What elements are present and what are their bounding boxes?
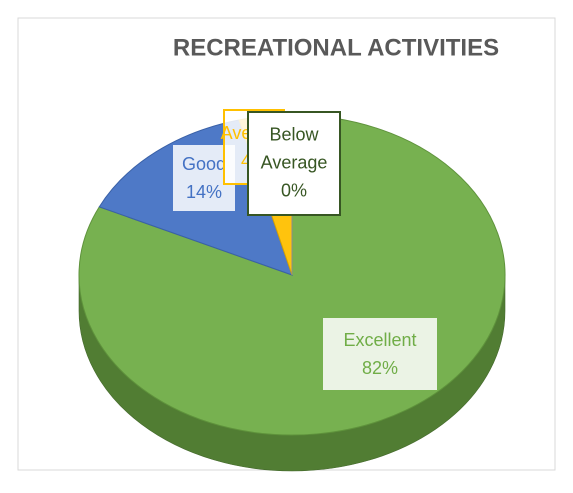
data-label-category: Excellent	[343, 330, 416, 350]
chart-title: RECREATIONAL ACTIVITIES	[173, 34, 499, 61]
data-label-category-line: Average	[261, 152, 328, 172]
data-label-box	[247, 111, 341, 216]
data-label: 82%	[362, 358, 398, 378]
data-label-category: Good	[182, 154, 226, 174]
data-label: 0%	[281, 180, 307, 200]
data-label-box	[323, 318, 437, 390]
data-label: 14%	[186, 182, 222, 202]
data-label-category-line: Below	[269, 124, 319, 144]
